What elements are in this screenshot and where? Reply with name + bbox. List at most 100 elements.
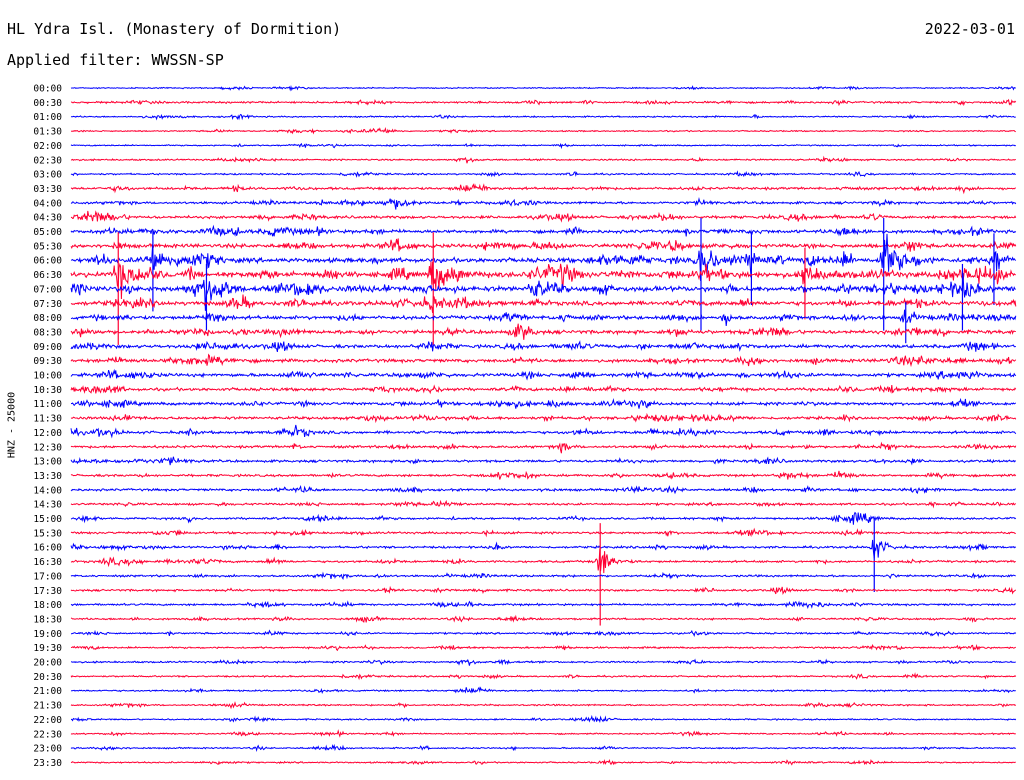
- trace-row: [70, 571, 1016, 580]
- trace-row: [70, 210, 1017, 223]
- row-time-label: 07:30: [33, 299, 62, 310]
- row-time-label: 09:00: [33, 342, 62, 353]
- row-time-label: 13:00: [33, 457, 62, 468]
- trace-row: [70, 155, 1016, 164]
- row-time-label: 00:00: [33, 84, 62, 95]
- row-time-label: 18:00: [33, 600, 62, 611]
- row-time-label: 02:30: [33, 155, 62, 166]
- trace-row: [71, 714, 1017, 723]
- trace-row: [70, 614, 1017, 623]
- trace-row: [70, 548, 1016, 574]
- trace-row: [70, 499, 1017, 509]
- trace-row: [70, 658, 1016, 666]
- row-time-label: 08:30: [33, 327, 62, 338]
- row-time-label: 08:00: [33, 313, 62, 324]
- row-time-label: 14:00: [33, 485, 62, 496]
- row-time-label: 17:30: [33, 586, 62, 597]
- filter-label: Applied filter: WWSSN-SP: [7, 51, 224, 69]
- row-time-label: 06:30: [33, 270, 62, 281]
- row-time-label: 23:00: [33, 744, 62, 755]
- trace-row: [70, 424, 1017, 439]
- row-time-label: 14:30: [33, 500, 62, 511]
- row-time-label: 21:30: [33, 701, 62, 712]
- row-time-label: 17:00: [33, 571, 62, 582]
- row-time-label: 04:30: [33, 213, 62, 224]
- row-time-label: 16:00: [33, 543, 62, 554]
- trace-row: [70, 412, 1017, 424]
- row-time-label: 22:30: [33, 729, 62, 740]
- row-time-label: 19:00: [33, 629, 62, 640]
- trace-row: [70, 170, 1017, 178]
- row-time-label: 11:30: [33, 414, 62, 425]
- date-label: 2022-03-01: [924, 20, 1015, 38]
- trace-row: [70, 397, 1017, 409]
- trace-row: [70, 238, 1017, 253]
- trace-row: [70, 183, 1017, 195]
- row-time-label: 01:30: [33, 127, 62, 138]
- row-time-label: 12:00: [33, 428, 62, 439]
- row-time-label: 01:00: [33, 112, 62, 123]
- row-time-label: 18:30: [33, 614, 62, 625]
- trace-row: [70, 113, 1016, 121]
- trace-row: [70, 585, 1017, 595]
- trace-row: [70, 224, 1017, 237]
- row-time-label: 02:00: [33, 141, 62, 152]
- trace-row: [70, 729, 1016, 738]
- trace-row: [70, 701, 1017, 710]
- row-time-label: 22:00: [33, 715, 62, 726]
- row-time-label: 23:30: [33, 758, 62, 769]
- trace-row: [70, 643, 1017, 652]
- row-time-label: 06:00: [33, 256, 62, 267]
- row-time-label: 00:30: [33, 98, 62, 109]
- trace-row: [70, 323, 1016, 340]
- row-labels: 00:00 00:30 01:00 01:30 02:00 02:30 03:00 03:30…: [33, 84, 62, 769]
- trace-row: [70, 84, 1016, 92]
- row-time-label: 16:30: [33, 557, 62, 568]
- row-time-label: 13:30: [33, 471, 62, 482]
- trace-row: [70, 527, 1016, 538]
- row-time-label: 09:30: [33, 356, 62, 367]
- row-time-label: 11:00: [33, 399, 62, 410]
- trace-row: [70, 261, 1016, 300]
- row-time-label: 05:30: [33, 241, 62, 252]
- trace-row: [70, 233, 1017, 282]
- trace-row: [70, 368, 1017, 381]
- trace-row: [70, 743, 1016, 753]
- row-time-label: 10:00: [33, 371, 62, 382]
- row-time-label: 20:30: [33, 672, 62, 683]
- row-time-label: 12:30: [33, 442, 62, 453]
- row-time-label: 04:00: [33, 198, 62, 209]
- trace-row: [70, 353, 1017, 368]
- trace-row: [70, 98, 1017, 107]
- trace-row: [70, 511, 1017, 525]
- trace-row: [70, 600, 1016, 609]
- trace-row: [70, 456, 1017, 466]
- trace-row: [70, 539, 1017, 559]
- trace-row: [70, 441, 1017, 454]
- trace-row: [70, 340, 1017, 353]
- trace-row: [70, 672, 1017, 681]
- trace-row: [70, 273, 1016, 311]
- trace-row: [70, 758, 1016, 766]
- trace-row: [70, 142, 1017, 150]
- trace-row: [70, 309, 1017, 326]
- row-time-label: 03:30: [33, 184, 62, 195]
- row-time-label: 05:00: [33, 227, 62, 238]
- trace-row: [70, 127, 1016, 135]
- trace-row: [70, 384, 1017, 395]
- row-time-label: 19:30: [33, 643, 62, 654]
- trace-row: [70, 470, 1017, 480]
- trace-row: [70, 197, 1017, 210]
- trace-row: [70, 485, 1016, 495]
- row-time-label: 10:30: [33, 385, 62, 396]
- row-time-label: 15:30: [33, 528, 62, 539]
- row-time-label: 15:00: [33, 514, 62, 525]
- trace-row: [71, 629, 1017, 637]
- station-title: HL Ydra Isl. (Monastery of Dormition): [7, 20, 342, 38]
- trace-row: [70, 686, 1016, 695]
- trace-row: [70, 294, 1017, 313]
- row-time-label: 20:00: [33, 658, 62, 669]
- row-time-label: 07:00: [33, 284, 62, 295]
- row-time-label: 21:00: [33, 686, 62, 697]
